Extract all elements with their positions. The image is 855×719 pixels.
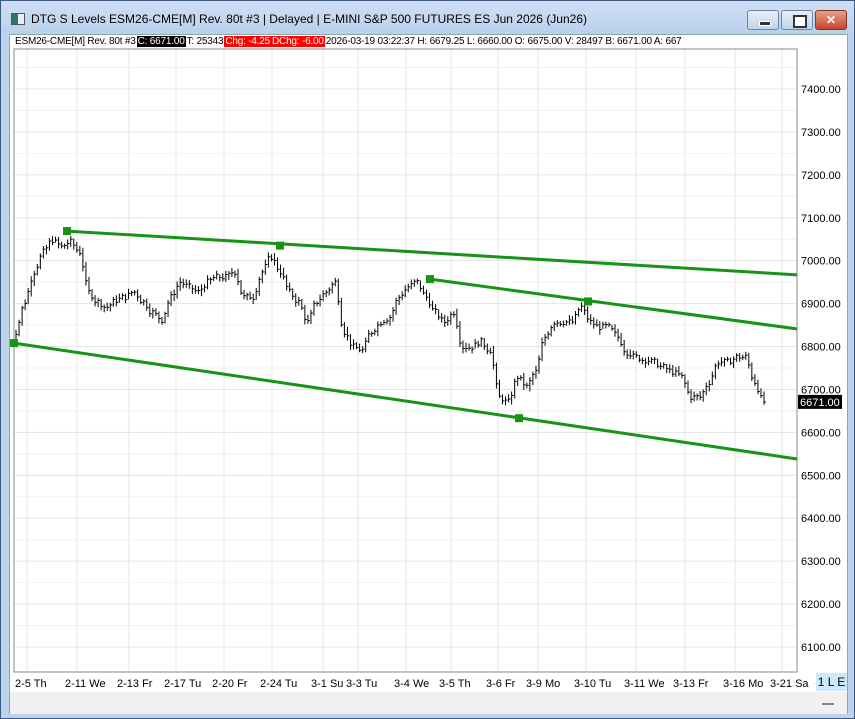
x-tick-label: 3-21 Sa: [770, 678, 809, 690]
trendline: [429, 277, 798, 331]
plot-border: [13, 48, 798, 673]
x-tick-label: 2-24 Tu: [260, 678, 297, 690]
daily-change-value: DChg: -6.00: [271, 36, 325, 47]
minimize-panel-icon[interactable]: [822, 703, 834, 705]
x-tick-label: 2-11 We: [65, 678, 106, 690]
x-tick-label: 3-11 We: [624, 678, 665, 690]
y-tick-label: 6900.00: [801, 299, 841, 311]
y-tick-label: 6200.00: [801, 599, 841, 611]
title-bar[interactable]: DTG S Levels ESM26-CME[M] Rev. 80t #3 | …: [1, 1, 854, 34]
close-button[interactable]: ✕: [815, 10, 847, 30]
pivot-marker: [10, 339, 18, 348]
trendline: [66, 229, 798, 277]
x-tick-label: 3-3 Tu: [346, 678, 377, 690]
pivot-marker: [276, 241, 284, 250]
y-tick-label: 6700.00: [801, 384, 841, 396]
x-tick-label: 3-16 Mo: [723, 678, 763, 690]
y-tick-label: 6500.00: [801, 470, 841, 482]
x-tick-label: 3-4 We: [394, 678, 429, 690]
y-tick-label: 6100.00: [801, 642, 841, 654]
trendline: [13, 341, 798, 461]
price-chart[interactable]: 7400.00 7300.00 7200.00 7100.00 7000.00 6900.…: [10, 35, 847, 692]
y-tick-label: 6600.00: [801, 427, 841, 439]
y-tick-label: 7400.00: [801, 84, 841, 96]
x-tick-label: 2-17 Tu: [164, 678, 201, 690]
x-tick-label: 2-13 Fr: [117, 678, 153, 690]
tick-count: T: 25343: [186, 36, 224, 47]
close-value: C: 6671.00: [136, 36, 186, 47]
data-info-bar: ESM26-CME[M] Rev. 80t #3 C: 6671.00 T: 253…: [10, 35, 847, 49]
app-icon: [11, 13, 25, 25]
window-title: DTG S Levels ESM26-CME[M] Rev. 80t #3 | …: [31, 12, 588, 26]
pivot-marker: [426, 275, 434, 284]
minimize-button[interactable]: [747, 10, 779, 30]
last-price-box: [798, 394, 842, 409]
x-tick-label: 3-10 Tu: [574, 678, 611, 690]
y-tick-label: 7200.00: [801, 170, 841, 182]
x-tick-label: 3-6 Fr: [486, 678, 516, 690]
x-tick-label: 3-1 Su: [311, 678, 343, 690]
y-tick-label: 6400.00: [801, 513, 841, 525]
chart-area[interactable]: 7400.00 7300.00 7200.00 7100.00 7000.00 6900.…: [9, 34, 848, 714]
y-tick-label: 7000.00: [801, 256, 841, 268]
pivot-marker: [515, 414, 523, 423]
x-tick-label: 3-13 Fr: [673, 678, 709, 690]
y-tick-label: 7300.00: [801, 127, 841, 139]
x-tick-label: 3-5 Th: [439, 678, 471, 690]
pivot-marker: [584, 297, 592, 306]
x-tick-label: 3-9 Mo: [526, 678, 560, 690]
symbol-label: ESM26-CME[M] Rev. 80t #3: [15, 36, 136, 47]
maximize-button[interactable]: [781, 10, 813, 30]
y-tick-label: 7100.00: [801, 213, 841, 225]
y-tick-label: 6300.00: [801, 556, 841, 568]
change-value: Chg: -4.25: [224, 36, 272, 47]
y-tick-label: 6800.00: [801, 342, 841, 354]
x-tick-label: 2-20 Fr: [212, 678, 248, 690]
x-tick-label: 2-5 Th: [15, 678, 47, 690]
ohlc-details: 2026-03-19 03:22:37 H: 6679.25 L: 6660.0…: [325, 36, 682, 47]
status-le-indicator[interactable]: 1 L E: [816, 673, 847, 691]
pivot-marker: [63, 227, 71, 236]
last-price-label: 6671.00: [800, 397, 840, 409]
footer-bar: [10, 692, 847, 714]
